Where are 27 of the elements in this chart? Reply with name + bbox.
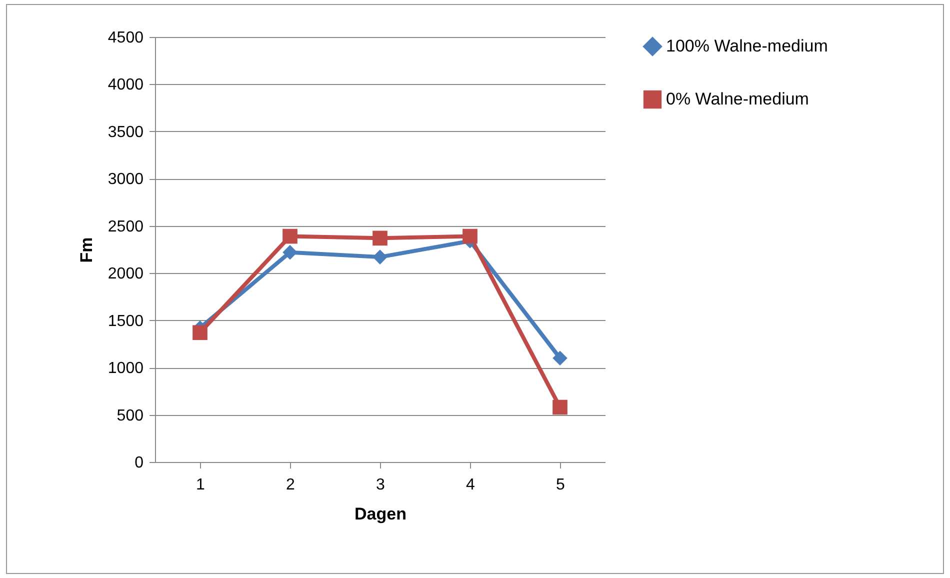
- point: [552, 400, 568, 415]
- y-tick-label: 500: [116, 407, 144, 424]
- legend-label: 0% Walne-medium: [666, 90, 809, 108]
- x-tick-label: 2: [286, 476, 296, 494]
- legend-label: 100% Walne-medium: [666, 36, 828, 56]
- x-tick-label: 1: [196, 476, 206, 494]
- point: [552, 350, 568, 366]
- x-tick-label: 3: [376, 476, 386, 494]
- y-tick-label: 2500: [108, 218, 144, 236]
- point: [192, 325, 208, 340]
- y-tick-label: 0: [134, 454, 144, 472]
- y-tick-label: 1000: [108, 360, 144, 378]
- point: [282, 244, 298, 260]
- y-tick-label: 1500: [108, 312, 144, 330]
- x-axis-title: Dagen: [354, 504, 406, 524]
- y-tick-label: 2000: [108, 266, 144, 283]
- point: [372, 230, 388, 246]
- point: [372, 250, 388, 264]
- point: [282, 228, 298, 244]
- y-tick-label: 4500: [108, 30, 144, 46]
- y-tick-label: 3500: [108, 124, 144, 141]
- x-tick-label: 5: [556, 476, 566, 494]
- x-tick-label: 4: [466, 476, 476, 494]
- y-tick-label: 4000: [108, 76, 144, 94]
- y-axis-title: Fm: [76, 237, 96, 263]
- y-tick-label: 3000: [108, 171, 144, 188]
- point: [462, 228, 478, 244]
